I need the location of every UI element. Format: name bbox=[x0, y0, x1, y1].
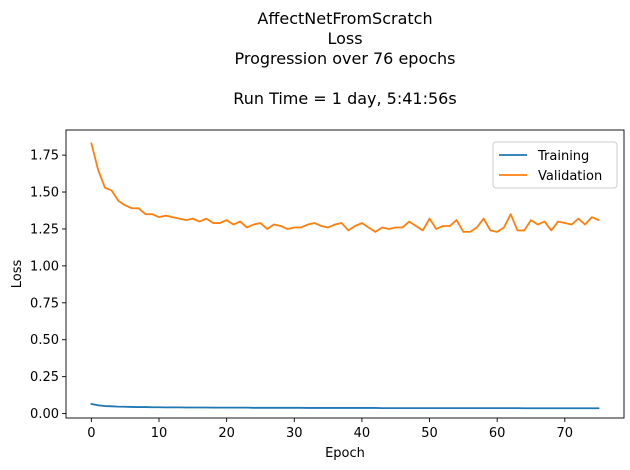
x-tick-label: 70 bbox=[557, 426, 574, 441]
x-tick-label: 30 bbox=[286, 426, 303, 441]
series-line-validation bbox=[90, 142, 600, 233]
title-line-4: Run Time = 1 day, 5:41:56s bbox=[233, 89, 456, 108]
x-tick-label: 0 bbox=[87, 426, 95, 441]
series-lines bbox=[90, 142, 600, 410]
x-tick-label: 20 bbox=[218, 426, 235, 441]
x-tick-label: 10 bbox=[151, 426, 168, 441]
title-line-2: Progression over 76 epochs bbox=[234, 49, 455, 68]
title-line-1: Loss bbox=[327, 29, 362, 48]
legend-label: Validation bbox=[538, 169, 602, 184]
x-axis-label: Epoch bbox=[325, 446, 365, 461]
y-tick-label: 0.25 bbox=[30, 370, 59, 385]
y-tick-label: 1.25 bbox=[30, 222, 59, 237]
x-tick-label: 50 bbox=[421, 426, 438, 441]
x-axis-ticks: 0 10 20 30 40 50 60 70 bbox=[87, 418, 573, 441]
title-line-0: AffectNetFromScratch bbox=[257, 9, 432, 28]
y-tick-label: 0.75 bbox=[30, 296, 59, 311]
series-line-training bbox=[90, 403, 600, 410]
x-tick-label: 60 bbox=[489, 426, 506, 441]
legend: Training Validation bbox=[492, 141, 618, 189]
y-tick-label: 1.75 bbox=[30, 149, 59, 164]
plot-frame bbox=[65, 129, 625, 419]
y-tick-label: 0.50 bbox=[30, 333, 59, 348]
y-tick-label: 1.50 bbox=[30, 186, 59, 201]
legend-box bbox=[492, 141, 618, 189]
y-tick-label: 0.00 bbox=[30, 407, 59, 422]
y-tick-label: 1.00 bbox=[30, 259, 59, 274]
legend-label: Training bbox=[537, 149, 589, 164]
x-tick-label: 40 bbox=[354, 426, 371, 441]
y-axis-label: Loss bbox=[10, 260, 25, 289]
y-axis-ticks: 0.00 0.25 0.50 0.75 1.00 1.25 1.50 1.75 bbox=[30, 149, 66, 422]
